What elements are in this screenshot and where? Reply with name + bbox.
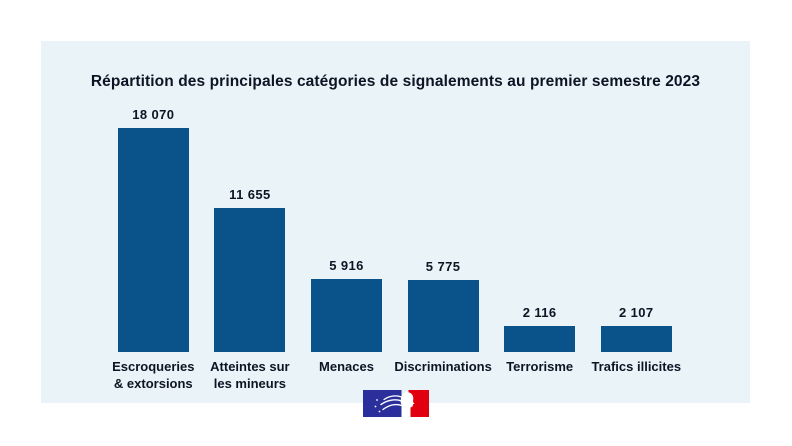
bar xyxy=(117,128,189,352)
chart-column: 11 655 Atteintes sur les mineurs xyxy=(202,104,299,393)
swoosh-stroke xyxy=(380,399,403,406)
category-label: Atteintes sur les mineurs xyxy=(210,359,290,391)
chart-column: 2 107 Trafics illicites xyxy=(588,104,685,393)
category-label: Trafics illicites xyxy=(591,359,682,374)
category-label: Terrorisme xyxy=(506,359,574,374)
chart-column: 2 116 Terrorisme xyxy=(491,104,588,393)
swoosh-stroke xyxy=(382,403,403,411)
bar-stack: 18 070 xyxy=(117,104,189,352)
chart-panel: Répartition des principales catégories d… xyxy=(41,41,750,403)
bar xyxy=(504,326,576,352)
logo-red-block xyxy=(408,390,429,417)
chart-column: 5 916 Menaces xyxy=(298,104,395,393)
bar-value-label: 2 107 xyxy=(618,305,654,320)
chart-column: 18 070 Escroqueries & extorsions xyxy=(105,104,202,393)
bar-value-label: 5 775 xyxy=(425,259,461,274)
bar-stack: 5 916 xyxy=(310,104,382,352)
bar-chart: 18 070 Escroqueries & extorsions 11 655 Atte… xyxy=(105,104,685,393)
bar-stack: 5 775 xyxy=(407,104,479,352)
category-label: Escroqueries & extorsions xyxy=(112,359,195,391)
chart-column: 5 775 Discriminations xyxy=(394,104,492,393)
star-dot xyxy=(376,399,378,401)
chart-title: Répartition des principales catégories d… xyxy=(90,73,701,90)
french-republic-marianne-logo xyxy=(363,390,429,417)
star-dot xyxy=(374,405,377,408)
bar-value-label: 11 655 xyxy=(229,187,271,202)
category-label: Discriminations xyxy=(394,359,492,374)
category-label: Menaces xyxy=(319,359,374,374)
swoosh-stroke xyxy=(383,395,403,401)
bar-value-label: 5 916 xyxy=(329,258,364,273)
bar-stack: 11 655 xyxy=(214,104,286,352)
marianne-profile xyxy=(400,392,415,417)
bar xyxy=(214,208,286,352)
bar xyxy=(600,326,672,352)
bar-stack: 2 107 xyxy=(600,104,672,352)
bar-value-label: 2 116 xyxy=(522,305,557,320)
bar xyxy=(407,280,479,352)
bar-value-label: 18 070 xyxy=(132,107,175,122)
bar xyxy=(310,279,382,352)
star-dot xyxy=(378,410,381,413)
bar-stack: 2 116 xyxy=(504,104,576,352)
